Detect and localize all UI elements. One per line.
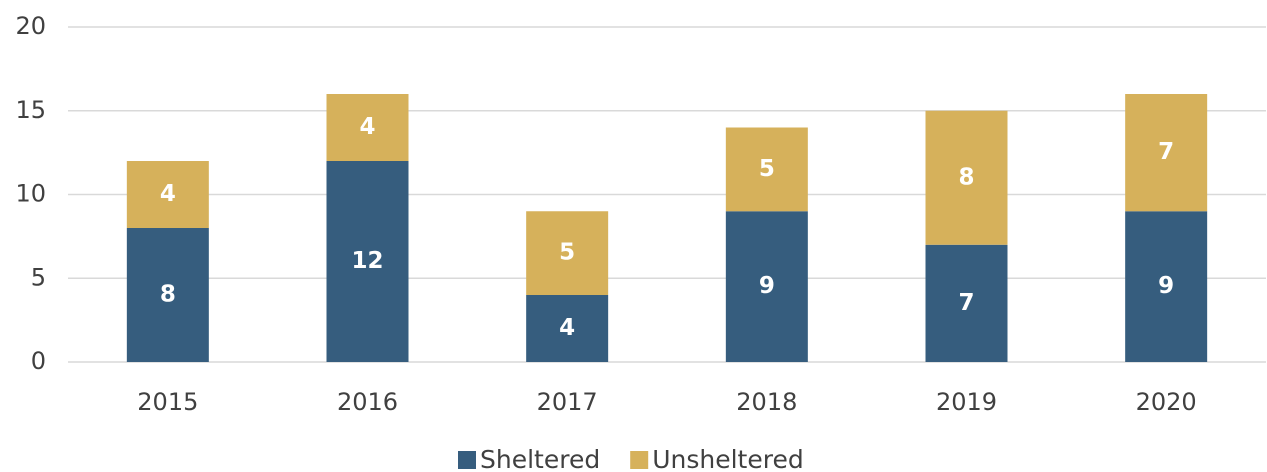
x-tick-label: 2018 bbox=[736, 388, 797, 416]
data-label: 4 bbox=[359, 114, 375, 140]
x-tick-label: 2017 bbox=[537, 388, 598, 416]
bar-segment bbox=[1125, 94, 1208, 212]
data-label: 9 bbox=[759, 273, 775, 299]
data-label: 4 bbox=[559, 315, 575, 341]
bar-segment bbox=[526, 295, 609, 362]
x-tick-label: 2020 bbox=[1136, 388, 1197, 416]
data-label: 9 bbox=[1158, 273, 1174, 299]
x-tick-label: 2015 bbox=[137, 388, 198, 416]
data-label: 12 bbox=[351, 248, 383, 274]
legend-label: Sheltered bbox=[480, 445, 600, 472]
y-tick-label: 5 bbox=[31, 263, 46, 291]
bar-segment bbox=[725, 211, 808, 362]
x-tick-label: 2016 bbox=[337, 388, 398, 416]
data-label: 5 bbox=[559, 240, 575, 266]
data-label: 7 bbox=[1158, 139, 1174, 165]
y-tick-label: 15 bbox=[15, 96, 46, 124]
x-tick-label: 2019 bbox=[936, 388, 997, 416]
data-label: 4 bbox=[160, 181, 176, 207]
bar-segment bbox=[526, 211, 609, 295]
bar-segment bbox=[126, 161, 209, 228]
data-label: 8 bbox=[958, 164, 974, 190]
legend-swatch bbox=[630, 451, 649, 469]
y-tick-label: 10 bbox=[15, 180, 46, 208]
legend-swatch bbox=[458, 451, 476, 469]
bar-segment bbox=[925, 244, 1008, 362]
bar-segment bbox=[126, 228, 209, 362]
data-label: 7 bbox=[958, 290, 974, 316]
bar-segment bbox=[925, 110, 1008, 245]
y-tick-label: 0 bbox=[31, 347, 46, 375]
bar-segment bbox=[326, 161, 409, 362]
bar-segment bbox=[725, 127, 808, 212]
legend-label: Unsheltered bbox=[652, 445, 804, 472]
data-label: 5 bbox=[759, 156, 775, 182]
bar-segment bbox=[326, 94, 409, 161]
data-label: 8 bbox=[160, 282, 176, 308]
y-tick-label: 20 bbox=[15, 12, 46, 40]
bar-segment bbox=[1125, 211, 1208, 362]
